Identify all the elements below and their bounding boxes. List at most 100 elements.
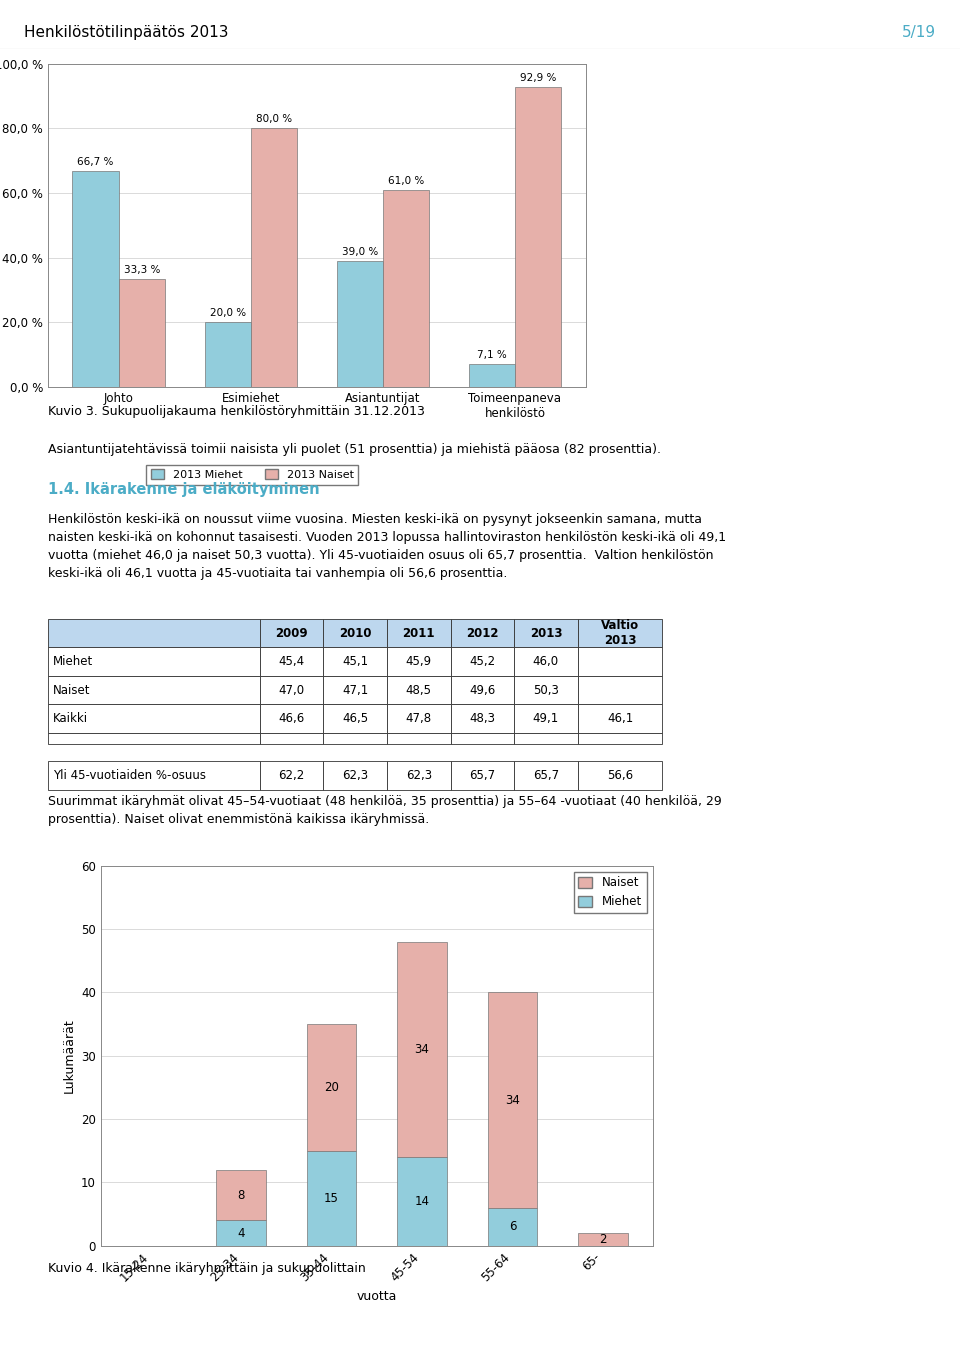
Text: Kuvio 3. Sukupuolijakauma henkilöstöryhmittäin 31.12.2013: Kuvio 3. Sukupuolijakauma henkilöstöryhm… [48, 404, 425, 418]
Text: 46,6: 46,6 [278, 712, 304, 725]
Text: 2: 2 [599, 1234, 607, 1246]
Text: 46,1: 46,1 [607, 712, 634, 725]
Bar [324, 733, 387, 744]
Text: 1.4. Ikärakenne ja eläköityminen: 1.4. Ikärakenne ja eläköityminen [48, 482, 320, 498]
Bar [387, 704, 450, 733]
Bar [488, 992, 538, 1208]
Bar [387, 619, 450, 647]
Text: 6: 6 [509, 1220, 516, 1234]
Bar [515, 761, 578, 790]
Text: 39,0 %: 39,0 % [342, 247, 378, 256]
Text: 14: 14 [415, 1196, 429, 1208]
Bar [251, 129, 297, 387]
Text: 15: 15 [324, 1191, 339, 1205]
Text: 7,1 %: 7,1 % [477, 350, 507, 360]
Bar [260, 761, 324, 790]
Text: 45,9: 45,9 [406, 655, 432, 668]
Bar [468, 364, 515, 387]
Bar [578, 733, 662, 744]
Text: Henkilöstön keski-ikä on noussut viime vuosina. Miesten keski-ikä on pysynyt jok: Henkilöstön keski-ikä on noussut viime v… [48, 513, 726, 579]
Text: 34: 34 [505, 1094, 520, 1106]
Text: 2010: 2010 [339, 627, 372, 639]
Bar [260, 704, 324, 733]
Y-axis label: Lukumäärät: Lukumäärät [62, 1018, 76, 1094]
Bar [216, 1170, 266, 1220]
Bar [260, 619, 324, 647]
Text: 61,0 %: 61,0 % [388, 176, 424, 186]
Bar [387, 733, 450, 744]
Text: Henkilöstötilinpäätös 2013: Henkilöstötilinpäätös 2013 [24, 24, 228, 41]
Text: 46,5: 46,5 [342, 712, 369, 725]
Bar [450, 704, 515, 733]
Text: 4: 4 [237, 1227, 245, 1239]
X-axis label: vuotta: vuotta [356, 1289, 397, 1303]
Bar [578, 704, 662, 733]
Bar [488, 1208, 538, 1246]
Bar [515, 619, 578, 647]
Text: 2013: 2013 [530, 627, 563, 639]
Bar [387, 676, 450, 704]
Bar [72, 171, 119, 387]
Text: Kuvio 4. Ikärakenne ikäryhmittäin ja sukupuolittain: Kuvio 4. Ikärakenne ikäryhmittäin ja suk… [48, 1262, 366, 1276]
Text: 2009: 2009 [276, 627, 308, 639]
Text: 8: 8 [237, 1189, 245, 1201]
Text: 56,6: 56,6 [607, 769, 633, 782]
Text: 34: 34 [415, 1044, 429, 1056]
Text: 5/19: 5/19 [901, 24, 936, 41]
Bar [450, 619, 515, 647]
Text: 49,1: 49,1 [533, 712, 559, 725]
Bar [307, 1151, 356, 1246]
Bar [450, 647, 515, 676]
Bar [324, 676, 387, 704]
Text: 62,3: 62,3 [342, 769, 369, 782]
Text: 80,0 %: 80,0 % [255, 114, 292, 125]
Text: 62,2: 62,2 [278, 769, 304, 782]
Bar [324, 704, 387, 733]
Bar [307, 1025, 356, 1151]
Text: Valtio
2013: Valtio 2013 [601, 619, 639, 647]
Text: 20,0 %: 20,0 % [209, 308, 246, 319]
Bar [515, 647, 578, 676]
Text: 50,3: 50,3 [533, 684, 559, 696]
Legend: Naiset, Miehet: Naiset, Miehet [573, 871, 647, 913]
Bar [324, 761, 387, 790]
Bar [515, 87, 562, 387]
Text: 45,4: 45,4 [278, 655, 304, 668]
Bar [48, 619, 260, 647]
Bar [515, 733, 578, 744]
Bar [119, 280, 165, 387]
Text: 33,3 %: 33,3 % [124, 266, 160, 275]
Text: 20: 20 [324, 1082, 339, 1094]
Text: Kaikki: Kaikki [53, 712, 88, 725]
Text: 48,3: 48,3 [469, 712, 495, 725]
Text: 62,3: 62,3 [406, 769, 432, 782]
Text: Miehet: Miehet [53, 655, 93, 668]
Bar [48, 733, 260, 744]
Bar [578, 1234, 628, 1246]
Text: 47,8: 47,8 [406, 712, 432, 725]
Text: 66,7 %: 66,7 % [78, 157, 113, 167]
Bar [48, 676, 260, 704]
Text: 49,6: 49,6 [469, 684, 495, 696]
Bar [216, 1220, 266, 1246]
Text: Yli 45-vuotiaiden %-osuus: Yli 45-vuotiaiden %-osuus [53, 769, 205, 782]
Bar [48, 704, 260, 733]
Bar [48, 647, 260, 676]
Bar [397, 942, 446, 1158]
Bar [204, 322, 251, 387]
Bar [578, 676, 662, 704]
Bar [515, 676, 578, 704]
Text: 65,7: 65,7 [469, 769, 495, 782]
Bar [578, 761, 662, 790]
Text: Naiset: Naiset [53, 684, 90, 696]
Bar [387, 761, 450, 790]
Bar [260, 676, 324, 704]
Text: 45,1: 45,1 [342, 655, 369, 668]
Bar [450, 761, 515, 790]
Text: 47,0: 47,0 [278, 684, 304, 696]
Bar [515, 704, 578, 733]
Text: 46,0: 46,0 [533, 655, 559, 668]
Bar [578, 647, 662, 676]
Text: Asiantuntijatehtävissä toimii naisista yli puolet (51 prosenttia) ja miehistä pä: Asiantuntijatehtävissä toimii naisista y… [48, 442, 661, 456]
Text: 2012: 2012 [466, 627, 498, 639]
